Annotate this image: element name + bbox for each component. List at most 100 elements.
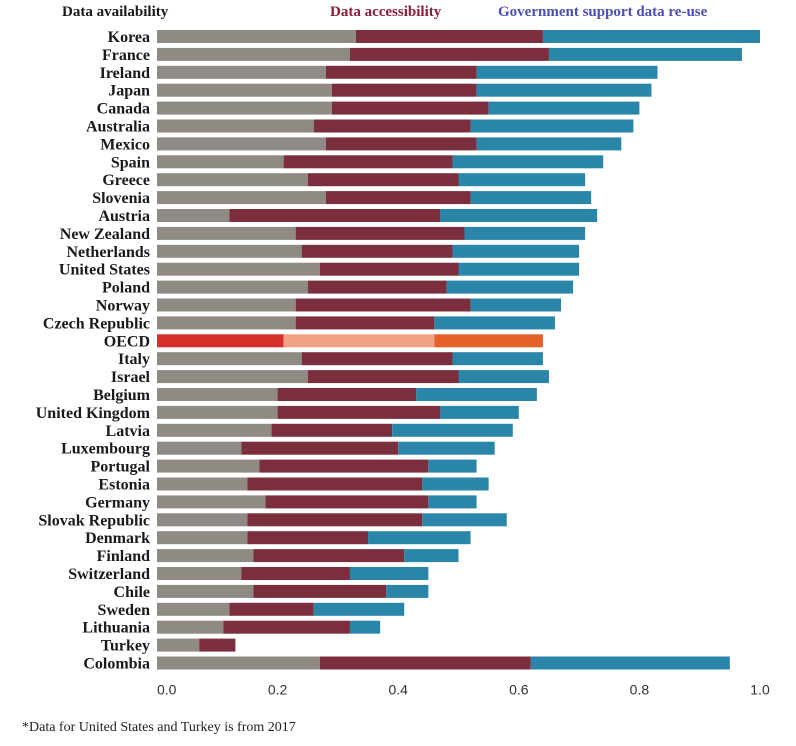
legend-item-government-support: Government support data re-use [498,4,708,20]
bar-austria-data-accessibility [229,209,441,222]
bar-germany-government-support-data-re-use [428,495,477,509]
bar-japan-government-support-data-re-use [476,83,652,97]
bar-portugal-data-accessibility [259,459,429,473]
bar-netherlands-data-availability [157,244,302,258]
bar-korea-government-support-data-re-use [542,30,760,43]
bar-finland-data-accessibility [253,549,405,563]
bar-france-government-support-data-re-use [548,47,742,61]
bar-chile-data-availability [157,584,254,598]
bar-switzerland-government-support-data-re-use [349,567,429,580]
bar-czech-republic-government-support-data-re-use [434,316,555,330]
x-tick-label: 0.6 [509,681,529,697]
bar-austria-government-support-data-re-use [440,209,598,222]
bar-denmark-data-accessibility [247,531,369,545]
bar-italy-data-availability [157,352,302,366]
country-label-slovak-republic: Slovak Republic [38,512,150,529]
bar-germany-data-accessibility [265,495,429,509]
bar-luxembourg-data-accessibility [241,441,399,455]
country-label-lithuania: Lithuania [82,620,150,637]
bar-poland-data-accessibility [307,280,447,294]
bar-norway-government-support-data-re-use [470,298,562,312]
country-label-korea: Korea [108,29,150,46]
bar-france-data-availability [157,47,350,61]
country-label-chile: Chile [114,584,150,601]
country-label-turkey: Turkey [101,638,150,655]
bar-denmark-government-support-data-re-use [368,531,471,545]
bar-portugal-data-availability [157,459,260,473]
bar-canada-government-support-data-re-use [488,101,640,115]
bar-lithuania-data-availability [157,620,224,634]
country-label-mexico: Mexico [100,136,150,153]
bar-lithuania-data-accessibility [223,620,350,634]
bar-ireland-data-accessibility [325,65,477,79]
bar-australia-data-accessibility [313,119,471,133]
bar-oecd-government-support-data-re-use [434,334,543,348]
country-labels-group: KoreaFranceIrelandJapanCanadaAustraliaMe… [36,29,151,673]
bar-estonia-government-support-data-re-use [422,477,489,491]
footnote: *Data for United States and Turkey is fr… [22,720,296,735]
bar-slovenia-data-accessibility [325,191,471,205]
bar-denmark-data-availability [157,531,248,545]
stacked-bar-chart: KoreaFranceIrelandJapanCanadaAustraliaMe… [36,29,770,697]
country-label-finland: Finland [97,548,150,565]
bar-united-states-data-accessibility [319,262,459,276]
bar-greece-government-support-data-re-use [458,173,586,187]
country-label-latvia: Latvia [106,423,150,440]
bar-canada-data-accessibility [331,101,489,115]
bar-ireland-government-support-data-re-use [476,65,658,79]
bar-netherlands-government-support-data-re-use [452,244,580,258]
bar-korea-data-accessibility [355,30,543,43]
bar-oecd-data-accessibility [283,334,435,348]
country-label-austria: Austria [98,208,150,225]
bar-spain-data-accessibility [283,155,453,169]
bar-united-kingdom-data-availability [157,405,278,419]
bar-greece-data-accessibility [307,173,459,187]
country-label-new-zealand: New Zealand [60,226,150,243]
bar-slovak-republic-data-availability [157,513,248,527]
bar-greece-data-availability [157,173,308,187]
x-axis-ticks-group: 0.0 0.2 0.4 0.6 0.8 1.0 [157,681,770,697]
country-label-australia: Australia [86,119,150,136]
country-label-colombia: Colombia [83,656,150,673]
legend-item-data-accessibility: Data accessibility [330,4,442,20]
country-label-canada: Canada [97,101,150,118]
country-label-luxembourg: Luxembourg [61,441,150,458]
country-label-france: France [102,47,150,64]
bar-portugal-government-support-data-re-use [428,459,477,473]
country-label-italy: Italy [118,351,150,368]
country-label-denmark: Denmark [85,530,150,547]
bar-united-states-data-availability [157,262,320,276]
bar-netherlands-data-accessibility [301,244,453,258]
bar-belgium-data-availability [157,388,278,401]
bar-spain-government-support-data-re-use [452,155,604,169]
country-label-poland: Poland [102,280,150,297]
country-label-oecd: OECD [104,333,150,350]
bar-czech-republic-data-availability [157,316,296,330]
bar-oecd-data-availability [157,334,284,348]
bar-poland-government-support-data-re-use [446,280,574,294]
country-label-united-states: United States [59,262,150,279]
bar-united-kingdom-data-accessibility [277,405,441,419]
bar-belgium-government-support-data-re-use [416,388,537,401]
bar-belgium-data-accessibility [277,388,417,401]
bar-turkey-data-accessibility [199,638,236,652]
legend: Data availability Data accessibility Gov… [0,4,796,26]
bar-spain-data-availability [157,155,284,169]
country-label-norway: Norway [96,298,150,315]
bar-austria-data-availability [157,209,230,222]
country-label-czech-republic: Czech Republic [43,315,150,332]
bar-united-kingdom-government-support-data-re-use [440,405,519,419]
bar-mexico-data-availability [157,137,326,151]
bar-italy-data-accessibility [301,352,453,366]
bar-italy-government-support-data-re-use [452,352,543,366]
bar-switzerland-data-accessibility [241,567,350,580]
bar-finland-government-support-data-re-use [404,549,459,563]
country-label-sweden: Sweden [98,602,151,619]
bar-latvia-data-availability [157,423,272,437]
country-label-united-kingdom: United Kingdom [36,405,151,422]
x-tick-label: 1.0 [750,681,770,697]
bar-slovak-republic-data-accessibility [247,513,423,527]
country-label-israel: Israel [111,369,151,386]
bar-slovenia-government-support-data-re-use [470,191,592,205]
country-label-switzerland: Switzerland [68,566,150,583]
